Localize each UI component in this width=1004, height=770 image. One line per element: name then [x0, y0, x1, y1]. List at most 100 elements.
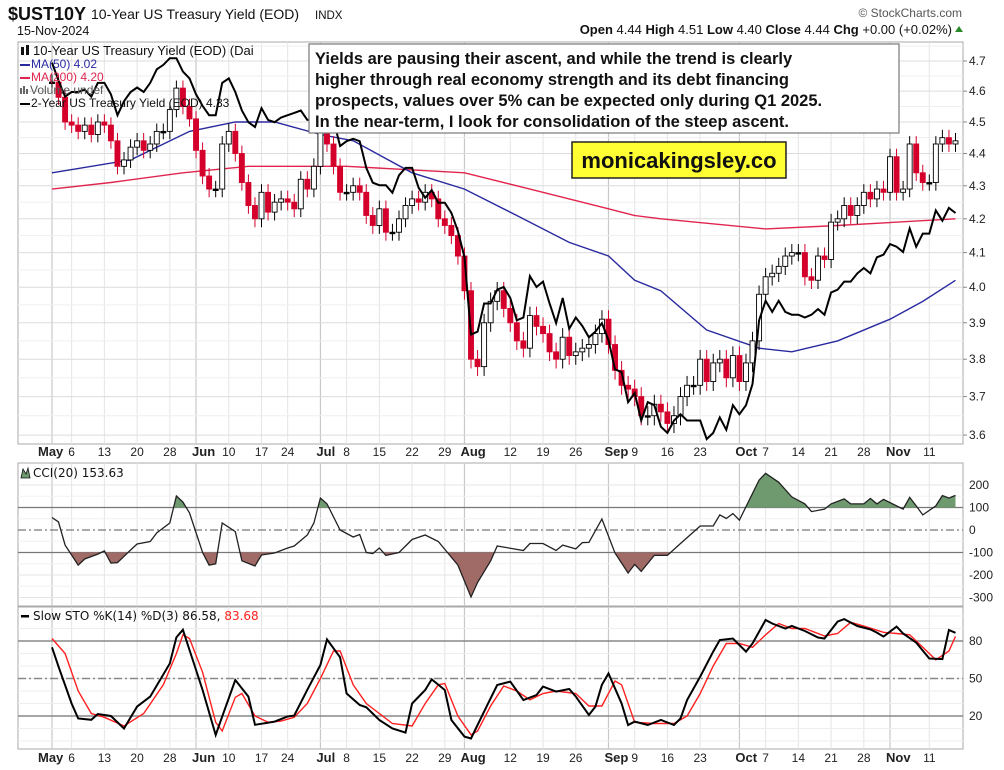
legend-ma200: MA(200) 4.20 — [31, 70, 104, 84]
candle-body — [625, 384, 632, 390]
candle-body — [808, 276, 815, 281]
candle-body — [854, 205, 861, 216]
watermark-text: monicakingsley.co — [581, 148, 776, 173]
candle — [258, 184, 265, 228]
candle-body — [775, 265, 782, 274]
date-tick-label: 12 — [504, 445, 518, 459]
sto-tick-label: 80 — [969, 634, 983, 648]
date-tick-label: 23 — [693, 445, 707, 459]
candle — [618, 361, 625, 395]
candle-body — [140, 140, 147, 151]
ma200-swatch — [20, 77, 30, 79]
price-tick-label: 3.8 — [969, 352, 986, 366]
candle-body — [271, 201, 278, 213]
candle-body — [526, 315, 533, 349]
annotation-line: Yields are pausing their ascent, and whi… — [315, 50, 793, 68]
date-tick-label: Nov — [886, 444, 911, 459]
candle-body — [540, 325, 546, 335]
candle-body — [841, 205, 848, 220]
candle-body — [487, 300, 494, 324]
low-label: Low — [707, 22, 734, 37]
candle — [592, 324, 599, 354]
candle-body — [232, 130, 239, 154]
quote-line: Open 4.44 High 4.51 Low 4.40 Close 4.44 … — [580, 22, 952, 37]
candle — [854, 197, 861, 224]
candle-body — [304, 178, 311, 190]
price-tick-label: 3.6 — [969, 428, 986, 442]
candle — [140, 132, 147, 159]
candle-body — [795, 252, 802, 255]
candle — [684, 375, 691, 407]
candle — [769, 264, 776, 286]
candle-body — [743, 362, 749, 382]
candle — [716, 350, 723, 373]
candle-body — [553, 351, 560, 360]
candle-body — [782, 255, 789, 267]
legend-ma50: MA(50) 4.02 — [31, 57, 97, 71]
candle — [729, 346, 736, 388]
date-tick-label: 17 — [255, 445, 269, 459]
candle — [507, 299, 514, 332]
legend-two-year: 2-Year US Treasury Yield (EOD) 4.33 — [31, 96, 230, 110]
date-tick-label: 22 — [405, 445, 419, 459]
candle-body — [297, 178, 304, 210]
candle-body — [867, 191, 874, 200]
volume-bars-icon — [20, 86, 28, 94]
sto-k-line — [51, 618, 956, 740]
date-tick-label: 10 — [222, 751, 236, 765]
candle-body — [153, 130, 160, 145]
sto-swatch — [21, 615, 29, 618]
candle — [775, 257, 782, 282]
candle — [127, 139, 134, 168]
candle — [409, 190, 416, 214]
candle-body — [179, 87, 186, 107]
annotation-line: prospects, values over 5% can be expecte… — [315, 92, 822, 110]
candle — [540, 317, 546, 343]
candle-body — [644, 415, 651, 418]
date-tick-label: 11 — [923, 445, 936, 459]
candle — [847, 197, 854, 224]
candle — [644, 406, 651, 426]
date-tick-label: 14 — [792, 751, 806, 765]
candle — [402, 197, 409, 228]
date-tick-label: Oct — [735, 444, 757, 459]
candle — [900, 180, 907, 201]
ma50-swatch — [20, 64, 30, 66]
candle-body — [88, 124, 95, 135]
candle-body — [769, 272, 776, 278]
candle-body — [363, 191, 370, 216]
cci-line — [51, 472, 956, 599]
candle — [572, 342, 579, 365]
candle — [939, 129, 946, 152]
sto-tick-label: 50 — [969, 672, 983, 686]
candle — [932, 136, 939, 191]
date-tick-label: 9 — [631, 751, 638, 765]
candle-body — [245, 182, 252, 206]
candle — [828, 213, 835, 269]
candle — [49, 74, 55, 90]
candle-body — [788, 252, 795, 257]
price-tick-label: 4.1 — [969, 246, 986, 260]
candle-body — [906, 143, 913, 190]
candle-body — [278, 198, 285, 203]
candle-body — [134, 140, 141, 148]
candle-body — [507, 308, 514, 324]
price-tick-label: 4.2 — [969, 212, 986, 226]
candle-body — [284, 198, 291, 203]
candle-body — [474, 358, 481, 368]
candle — [343, 184, 350, 201]
chg-value: +0.00 (+0.02%) — [862, 22, 952, 37]
candle — [153, 123, 160, 152]
candle — [913, 136, 920, 181]
cci-tick-label: 200 — [969, 478, 989, 492]
candle-body — [389, 231, 396, 235]
candle-body — [834, 218, 841, 223]
candle-body — [448, 225, 455, 237]
candle — [212, 180, 219, 198]
candle — [225, 123, 232, 152]
date-tick-label: Jul — [316, 444, 335, 459]
candle-body — [821, 255, 828, 260]
candle — [304, 171, 311, 198]
candle-body — [880, 188, 887, 193]
date-tick-label: Oct — [735, 750, 757, 765]
